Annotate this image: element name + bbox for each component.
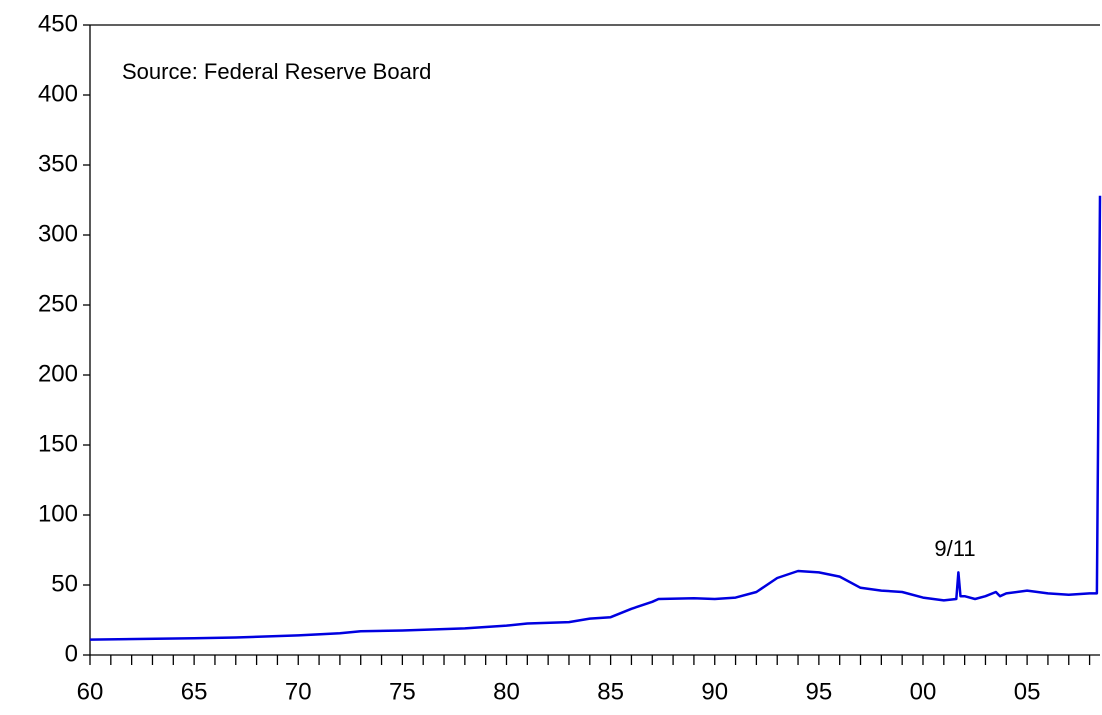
x-tick-label: 75 bbox=[389, 678, 416, 705]
y-tick-label: 350 bbox=[38, 150, 78, 177]
y-tick-label: 100 bbox=[38, 500, 78, 527]
x-tick-label: 65 bbox=[181, 678, 208, 705]
x-tick-label: 80 bbox=[493, 678, 520, 705]
x-tick-label: 85 bbox=[597, 678, 624, 705]
y-tick-label: 50 bbox=[51, 570, 78, 597]
y-tick-label: 400 bbox=[38, 80, 78, 107]
y-tick-label: 300 bbox=[38, 220, 78, 247]
y-tick-label: 150 bbox=[38, 430, 78, 457]
source-note: Source: Federal Reserve Board bbox=[122, 59, 431, 84]
x-tick-label: 00 bbox=[910, 678, 937, 705]
x-tick-label: 95 bbox=[806, 678, 833, 705]
event-annotation: 9/11 bbox=[934, 536, 975, 561]
x-tick-label: 90 bbox=[701, 678, 728, 705]
data-line bbox=[89, 195, 1102, 641]
x-tick-label: 70 bbox=[285, 678, 312, 705]
x-tick-label: 05 bbox=[1014, 678, 1041, 705]
y-tick-label: 450 bbox=[38, 10, 78, 37]
x-tick-label: 60 bbox=[77, 678, 104, 705]
y-tick-label: 0 bbox=[65, 640, 78, 667]
y-tick-label: 250 bbox=[38, 290, 78, 317]
y-tick-label: 200 bbox=[38, 360, 78, 387]
